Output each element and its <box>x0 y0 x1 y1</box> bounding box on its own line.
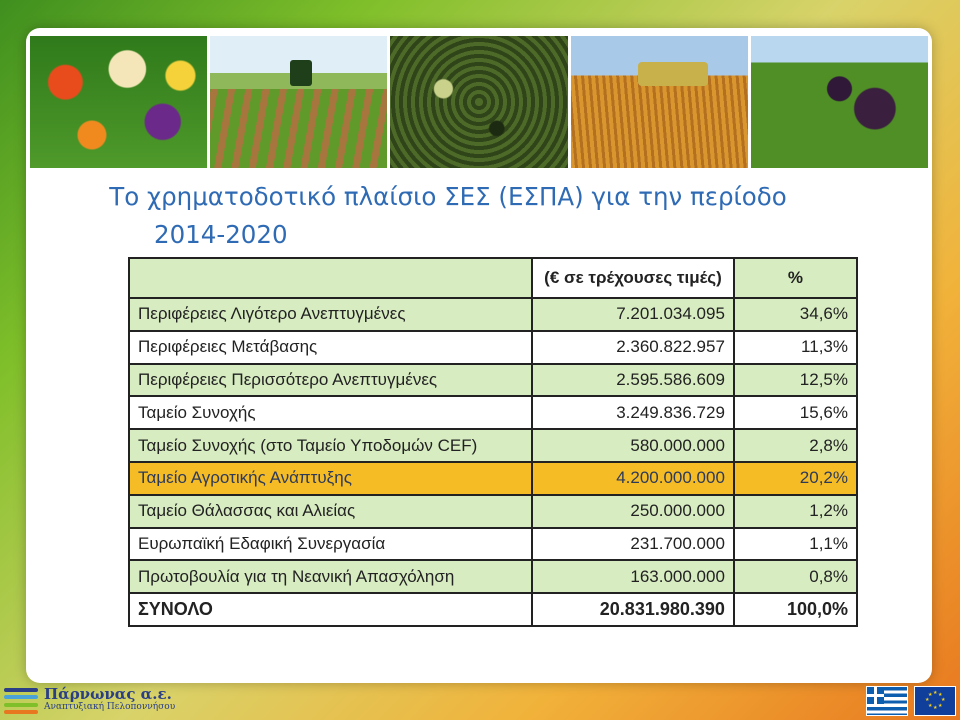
table-row: Ταμείο Θάλασσας και Αλιείας 250.000.000 … <box>127 493 859 529</box>
row-amount: 2.360.822.957 <box>531 329 735 365</box>
row-name: Ταμείο Θάλασσας και Αλιείας <box>127 493 534 529</box>
row-amount: 250.000.000 <box>531 493 735 529</box>
row-name: Ταμείο Συνοχής <box>127 395 534 431</box>
row-name: ΣΥΝΟΛΟ <box>127 592 534 627</box>
logo-stripes-icon <box>4 688 38 714</box>
title-line-2: 2014-2020 <box>154 220 288 249</box>
header-cell-empty <box>127 257 534 299</box>
harvester-icon <box>637 62 708 87</box>
company-logo: Πάρνωνας α.ε. Αναπτυξιακή Πελοποννήσου <box>4 686 175 716</box>
row-pct: 1,2% <box>732 493 859 529</box>
table-row-highlighted: Ταμείο Αγροτικής Ανάπτυξης 4.200.000.000… <box>127 460 859 496</box>
header-pct: % <box>732 257 859 299</box>
row-amount: 4.200.000.000 <box>531 460 735 496</box>
field-tractor-photo <box>210 36 388 168</box>
eu-flag-icon: ★ ★ ★ ★ ★ ★ ★ ★ <box>914 686 956 716</box>
flags: ★ ★ ★ ★ ★ ★ ★ ★ <box>866 686 956 716</box>
tractor-icon <box>289 59 312 86</box>
wheat-harvester-photo <box>570 36 748 168</box>
header-banner <box>30 36 929 168</box>
slide: Το χρηματοδοτικό πλαίσιο ΣΕΣ (ΕΣΠΑ) για … <box>26 28 932 683</box>
row-pct: 15,6% <box>732 395 859 431</box>
row-name: Περιφέρειες Περισσότερο Ανεπτυγμένες <box>127 362 534 398</box>
row-name: Ευρωπαϊκή Εδαφική Συνεργασία <box>127 526 534 562</box>
row-pct: 20,2% <box>732 460 859 496</box>
row-amount: 580.000.000 <box>531 428 735 463</box>
slide-title: Το χρηματοδοτικό πλαίσιο ΣΕΣ (ΕΣΠΑ) για … <box>26 178 870 254</box>
row-pct: 1,1% <box>732 526 859 562</box>
vegetables-photo <box>30 36 208 168</box>
row-name: Ταμείο Συνοχής (στο Ταμείο Υποδομών CEF) <box>127 428 534 463</box>
title-line-1: Το χρηματοδοτικό πλαίσιο ΣΕΣ (ΕΣΠΑ) για … <box>109 182 787 211</box>
vineyard-photo <box>750 36 929 168</box>
row-pct: 100,0% <box>732 592 859 627</box>
row-amount: 20.831.980.390 <box>531 592 735 627</box>
logo-subtitle: Αναπτυξιακή Πελοποννήσου <box>44 702 176 712</box>
row-name: Περιφέρειες Μετάβασης <box>127 329 534 365</box>
table-header-row: (€ σε τρέχουσες τιμές) % <box>127 257 859 299</box>
row-amount: 3.249.836.729 <box>531 395 735 431</box>
olives-photo <box>390 36 568 168</box>
row-amount: 2.595.586.609 <box>531 362 735 398</box>
row-amount: 7.201.034.095 <box>531 297 735 332</box>
logo-text: Πάρνωνας α.ε. Αναπτυξιακή Πελοποννήσου <box>44 685 176 714</box>
row-pct: 12,5% <box>732 362 859 398</box>
row-pct: 0,8% <box>732 559 859 595</box>
row-amount: 231.700.000 <box>531 526 735 562</box>
row-name: Περιφέρειες Λιγότερο Ανεπτυγμένες <box>127 297 534 332</box>
table-row: Ευρωπαϊκή Εδαφική Συνεργασία 231.700.000… <box>127 526 859 562</box>
table-row: Ταμείο Συνοχής (στο Ταμείο Υποδομών CEF)… <box>127 428 859 463</box>
funding-table: (€ σε τρέχουσες τιμές) % Περιφέρειες Λιγ… <box>127 257 859 627</box>
table-row: Πρωτοβουλία για τη Νεανική Απασχόληση 16… <box>127 559 859 595</box>
row-pct: 11,3% <box>732 329 859 365</box>
greek-flag-icon <box>866 686 908 716</box>
row-name: Πρωτοβουλία για τη Νεανική Απασχόληση <box>127 559 534 595</box>
table-row: Περιφέρειες Μετάβασης 2.360.822.957 11,3… <box>127 329 859 365</box>
table-row: Περιφέρειες Λιγότερο Ανεπτυγμένες 7.201.… <box>127 297 859 332</box>
row-name: Ταμείο Αγροτικής Ανάπτυξης <box>127 460 534 496</box>
table-row-total: ΣΥΝΟΛΟ 20.831.980.390 100,0% <box>127 592 859 627</box>
row-pct: 34,6% <box>732 297 859 332</box>
logo-name: Πάρνωνας α.ε. <box>44 685 172 703</box>
table-row: Περιφέρειες Περισσότερο Ανεπτυγμένες 2.5… <box>127 362 859 398</box>
header-amount: (€ σε τρέχουσες τιμές) <box>531 257 735 299</box>
row-pct: 2,8% <box>732 428 859 463</box>
row-amount: 163.000.000 <box>531 559 735 595</box>
table-row: Ταμείο Συνοχής 3.249.836.729 15,6% <box>127 395 859 431</box>
